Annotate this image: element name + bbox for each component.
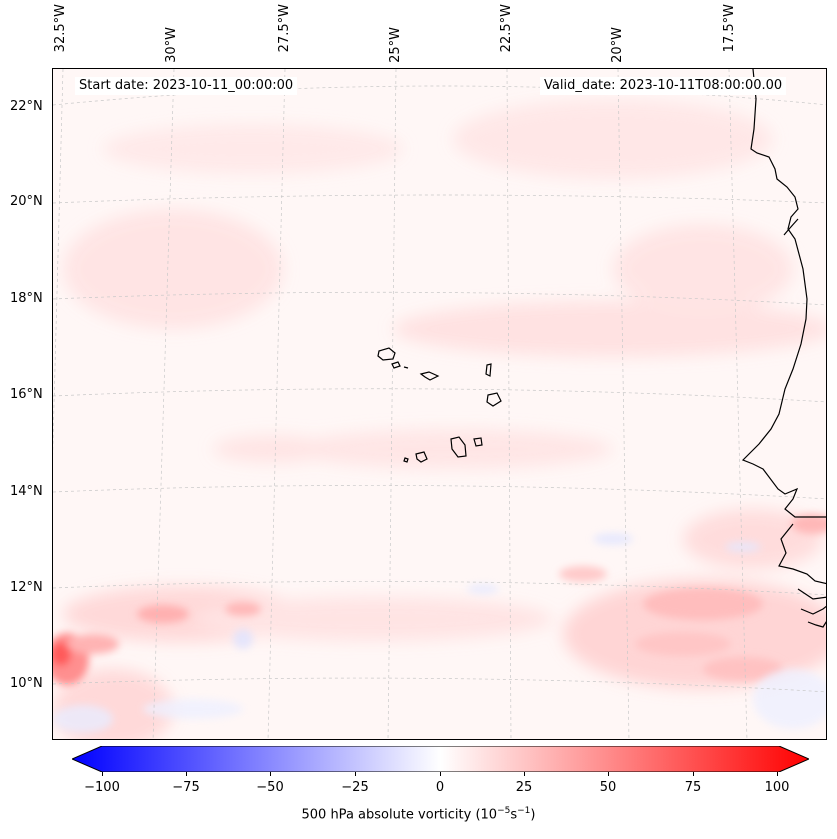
- colorbar: [72, 746, 809, 772]
- lat-label-22: 22°N: [10, 99, 43, 114]
- colorbar-label-exp1: −5: [497, 806, 511, 816]
- colorbar-label-text: 500 hPa absolute vorticity (10: [301, 807, 498, 823]
- cbar-tickmark: [608, 772, 609, 776]
- cbar-tick-label: 50: [599, 780, 617, 795]
- lon-label-30: 30°W: [164, 27, 179, 63]
- island-group: [377, 347, 502, 463]
- lon-label-22-5: 22.5°W: [499, 4, 514, 53]
- cbar-tick-label: −50: [256, 780, 284, 795]
- lat-label-10: 10°N: [10, 676, 43, 691]
- cbar-tickmark: [102, 772, 103, 776]
- lon-label-17-5: 17.5°W: [722, 4, 737, 53]
- lat-label-18: 18°N: [10, 291, 43, 306]
- lat-label-16: 16°N: [10, 387, 43, 402]
- cbar-tick-label: 75: [684, 780, 702, 795]
- cbar-tick-label: −75: [172, 780, 200, 795]
- cbar-tickmark: [524, 772, 525, 776]
- colorbar-label-unit: s: [510, 807, 518, 823]
- lat-label-20: 20°N: [10, 194, 43, 209]
- colorbar-label: 500 hPa absolute vorticity (10−5s−1): [0, 806, 837, 822]
- vorticity-map[interactable]: [52, 68, 827, 740]
- cbar-tickmark: [777, 772, 778, 776]
- lon-label-32-5: 32.5°W: [53, 4, 68, 53]
- lon-label-25: 25°W: [388, 27, 403, 63]
- cbar-tick-label: 100: [764, 780, 790, 795]
- cbar-tickmark: [355, 772, 356, 776]
- lat-label-14: 14°N: [10, 484, 43, 499]
- cbar-tick-label: 0: [435, 780, 445, 795]
- valid-date-label: Valid_date: 2023-10-11T08:00:00.00: [540, 77, 787, 95]
- colorbar-label-end: ): [530, 807, 536, 823]
- lon-label-20: 20°W: [610, 27, 625, 63]
- vorticity-field: [53, 99, 826, 739]
- cbar-tick-label: −100: [84, 780, 120, 795]
- map-canvas: [53, 69, 826, 739]
- gridlines: [53, 69, 826, 739]
- cbar-tickmark: [693, 772, 694, 776]
- lon-label-27-5: 27.5°W: [277, 4, 292, 53]
- cbar-tick-label: −25: [341, 780, 369, 795]
- colorbar-label-exp2: −1: [517, 806, 531, 816]
- cbar-tickmark: [186, 772, 187, 776]
- cbar-tickmark: [440, 772, 441, 776]
- cbar-tickmark: [270, 772, 271, 776]
- cbar-tick-label: 25: [515, 780, 533, 795]
- lat-label-12: 12°N: [10, 580, 43, 595]
- start-date-label: Start date: 2023-10-11_00:00:00: [75, 77, 298, 95]
- coastline: [741, 69, 826, 628]
